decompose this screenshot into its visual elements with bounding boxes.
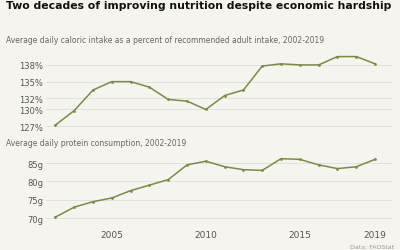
- Text: Average daily caloric intake as a percent of recommended adult intake, 2002-2019: Average daily caloric intake as a percen…: [6, 36, 324, 45]
- Text: Two decades of improving nutrition despite economic hardship: Two decades of improving nutrition despi…: [6, 1, 391, 11]
- Text: Data: FAOStat: Data: FAOStat: [350, 244, 394, 249]
- Text: Average daily protein consumption, 2002-2019: Average daily protein consumption, 2002-…: [6, 139, 186, 148]
